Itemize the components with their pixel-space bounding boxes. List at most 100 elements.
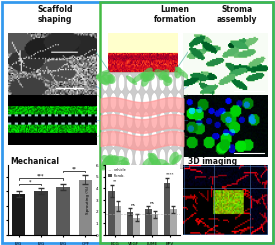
Ellipse shape [151,111,158,128]
Ellipse shape [119,160,130,166]
Ellipse shape [163,76,172,86]
Ellipse shape [167,149,174,166]
Bar [100,2,273,243]
Ellipse shape [142,158,154,169]
Ellipse shape [118,74,125,91]
Ellipse shape [135,149,141,166]
Ellipse shape [159,149,166,166]
Text: Stroma
assembly: Stroma assembly [217,5,257,24]
Ellipse shape [110,111,117,128]
Text: Coating design: Coating design [10,85,75,94]
Ellipse shape [118,149,125,166]
Ellipse shape [106,156,117,169]
Bar [145,209,152,235]
Ellipse shape [167,74,174,91]
Bar [101,73,183,168]
Ellipse shape [101,155,115,165]
Ellipse shape [167,130,174,147]
Ellipse shape [135,111,141,128]
Ellipse shape [175,74,182,91]
Bar [133,218,140,235]
Ellipse shape [96,75,109,86]
Ellipse shape [143,93,149,110]
Bar [127,212,133,235]
Ellipse shape [118,130,125,147]
Ellipse shape [142,72,154,78]
Ellipse shape [106,155,119,168]
Bar [170,209,177,235]
Bar [108,191,115,235]
Ellipse shape [132,72,146,83]
Ellipse shape [159,130,166,147]
Text: ***: *** [37,173,45,178]
Text: ECM synthesis: ECM synthesis [206,85,268,94]
Ellipse shape [175,149,182,166]
Ellipse shape [175,130,182,147]
Text: Drug testing: Drug testing [108,157,162,166]
Ellipse shape [102,156,111,167]
Ellipse shape [146,74,155,81]
Bar [164,183,170,235]
Ellipse shape [169,152,179,165]
Ellipse shape [141,68,153,79]
Text: Scaffold
shaping: Scaffold shaping [37,5,73,24]
Ellipse shape [159,93,166,110]
Ellipse shape [161,163,172,172]
Ellipse shape [94,70,109,79]
Bar [34,191,48,235]
Text: *: * [29,179,31,184]
Text: 3D imaging: 3D imaging [188,157,237,166]
Ellipse shape [135,74,141,91]
Ellipse shape [110,149,117,166]
Ellipse shape [106,162,122,169]
Ellipse shape [118,111,125,128]
Ellipse shape [126,74,133,91]
Ellipse shape [110,93,117,110]
Ellipse shape [143,130,149,147]
Ellipse shape [151,74,158,91]
Ellipse shape [110,130,117,147]
Ellipse shape [126,93,133,110]
Text: ns: ns [149,200,154,205]
Legend: vehicle, fibrob.: vehicle, fibrob. [107,167,128,179]
Y-axis label: Sprouting (%): Sprouting (%) [86,186,90,214]
Bar [56,187,70,235]
Ellipse shape [102,130,108,147]
Ellipse shape [143,149,149,166]
Ellipse shape [135,93,141,110]
Ellipse shape [100,74,112,84]
Bar [115,206,121,235]
Ellipse shape [126,111,133,128]
Ellipse shape [158,69,169,80]
Ellipse shape [174,67,182,79]
Text: **: ** [113,180,117,184]
Ellipse shape [151,149,158,166]
Ellipse shape [143,111,149,128]
Ellipse shape [149,153,158,164]
Text: Mechanical
characterization: Mechanical characterization [10,157,81,176]
Text: **: ** [72,166,77,171]
Ellipse shape [102,72,114,84]
Text: ****: **** [166,172,174,176]
Bar [12,194,25,235]
Ellipse shape [141,76,150,87]
Bar [79,180,92,235]
Text: Lumen
formation: Lumen formation [154,5,196,24]
Ellipse shape [159,74,166,91]
Ellipse shape [175,93,182,110]
Ellipse shape [171,155,182,165]
Bar [152,214,158,235]
Ellipse shape [135,130,141,147]
Ellipse shape [152,159,168,168]
Ellipse shape [102,111,108,128]
Ellipse shape [151,130,158,147]
Ellipse shape [167,111,174,128]
Ellipse shape [102,93,108,110]
Ellipse shape [102,74,108,91]
Ellipse shape [107,74,116,84]
Text: ns: ns [131,203,136,207]
Ellipse shape [175,111,182,128]
Ellipse shape [154,69,170,80]
Ellipse shape [121,157,129,167]
Ellipse shape [143,74,149,91]
